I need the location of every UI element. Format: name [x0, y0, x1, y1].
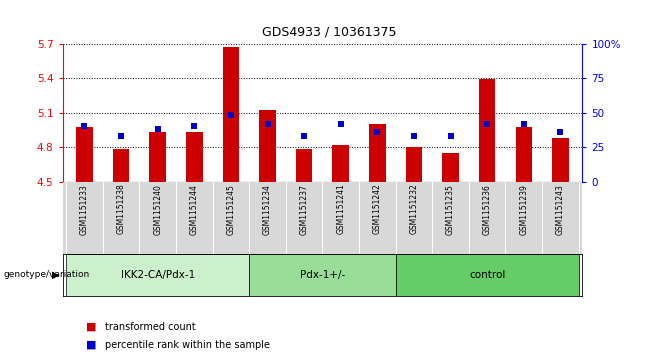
Text: GSM1151232: GSM1151232	[409, 184, 418, 234]
Bar	[66, 254, 249, 296]
Text: GSM1151234: GSM1151234	[263, 184, 272, 234]
Bar	[369, 124, 386, 182]
Bar	[249, 254, 395, 296]
Text: IKK2-CA/Pdx-1: IKK2-CA/Pdx-1	[120, 270, 195, 280]
Text: percentile rank within the sample: percentile rank within the sample	[105, 340, 270, 350]
Bar	[406, 147, 422, 182]
Text: ■: ■	[86, 322, 96, 332]
Text: Pdx-1+/-: Pdx-1+/-	[300, 270, 345, 280]
Bar	[296, 149, 313, 182]
Text: GSM1151236: GSM1151236	[483, 184, 492, 234]
Text: GSM1151240: GSM1151240	[153, 184, 162, 234]
Text: GSM1151242: GSM1151242	[373, 184, 382, 234]
Text: transformed count: transformed count	[105, 322, 196, 332]
Bar	[222, 47, 239, 182]
Bar	[395, 254, 578, 296]
Text: genotype/variation: genotype/variation	[3, 270, 89, 280]
Text: GSM1151238: GSM1151238	[116, 184, 126, 234]
Bar	[442, 153, 459, 182]
Bar	[259, 110, 276, 182]
Bar	[479, 79, 495, 182]
Bar	[113, 149, 130, 182]
Text: GSM1151233: GSM1151233	[80, 184, 89, 234]
Bar	[552, 138, 569, 182]
Text: GSM1151245: GSM1151245	[226, 184, 236, 234]
Text: ▶: ▶	[52, 270, 60, 280]
Text: GSM1151237: GSM1151237	[299, 184, 309, 234]
Bar	[332, 145, 349, 182]
Text: GSM1151244: GSM1151244	[190, 184, 199, 234]
Bar	[149, 132, 166, 182]
Text: GSM1151241: GSM1151241	[336, 184, 345, 234]
Bar	[76, 127, 93, 182]
Text: ■: ■	[86, 340, 96, 350]
Text: GDS4933 / 10361375: GDS4933 / 10361375	[262, 25, 396, 38]
Bar	[515, 127, 532, 182]
Text: GSM1151235: GSM1151235	[446, 184, 455, 234]
Text: GSM1151239: GSM1151239	[519, 184, 528, 234]
Text: GSM1151243: GSM1151243	[556, 184, 565, 234]
Bar	[186, 132, 203, 182]
Text: control: control	[469, 270, 505, 280]
